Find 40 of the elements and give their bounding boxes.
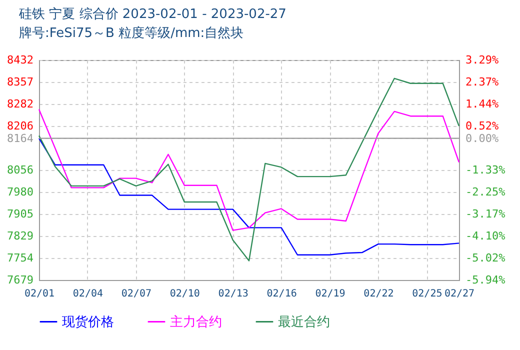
line-series [38, 138, 460, 256]
y-tick-label: 7679 [7, 274, 34, 286]
y2-tick-label: -2.25% [466, 186, 506, 199]
y-tick-label: 7905 [7, 207, 34, 220]
y2-tick-label: -4.10% [466, 230, 506, 243]
y-tick-label: 8164 [7, 132, 34, 145]
y2-tick-label: 3.29% [466, 54, 499, 66]
y-tick-label: 8432 [7, 54, 34, 66]
y2-tick-label: -3.17% [466, 207, 506, 220]
legend-label: 最近合约 [278, 314, 330, 330]
y2-tick-label: 0.52% [466, 120, 499, 133]
y-tick-label: 8282 [7, 97, 34, 110]
y-tick-label: 7980 [7, 186, 34, 199]
x-tick-label: 02/25 [412, 288, 442, 300]
x-tick-label: 02/27 [444, 288, 475, 300]
legend-label: 主力合约 [170, 314, 222, 330]
y-tick-label: 8056 [7, 163, 34, 176]
y2-tick-label: 2.37% [466, 75, 499, 88]
x-tick-label: 02/01 [24, 288, 55, 300]
x-tick-label: 02/19 [315, 288, 346, 300]
chart-title: 硅铁 宁夏 综合价 2023-02-01 - 2023-02-27 [18, 6, 286, 22]
chart-subtitle: 牌号:FeSi75～B 粒度等级/mm:自然块 [19, 25, 244, 41]
x-tick-label: 02/07 [121, 288, 152, 300]
legend-label: 现货价格 [62, 314, 114, 330]
x-tick-label: 02/16 [266, 288, 297, 300]
line-series [38, 108, 460, 231]
y2-tick-label: -5.94% [466, 274, 506, 286]
y-tick-label: 8357 [7, 75, 34, 88]
line-series [38, 78, 460, 262]
y-tick-label: 8206 [7, 120, 34, 133]
y2-tick-label: 1.44% [466, 98, 499, 111]
x-tick-label: 02/13 [218, 288, 248, 300]
y-tick-label: 7829 [7, 230, 34, 243]
x-tick-label: 02/22 [364, 288, 394, 300]
y2-tick-label: -1.33% [466, 164, 506, 177]
y2-tick-label: 0.00% [466, 132, 499, 145]
x-tick-label: 02/10 [170, 288, 200, 300]
x-tick-label: 02/04 [72, 288, 104, 300]
y2-tick-label: -5.02% [466, 252, 506, 265]
y-tick-label: 7754 [7, 252, 34, 265]
